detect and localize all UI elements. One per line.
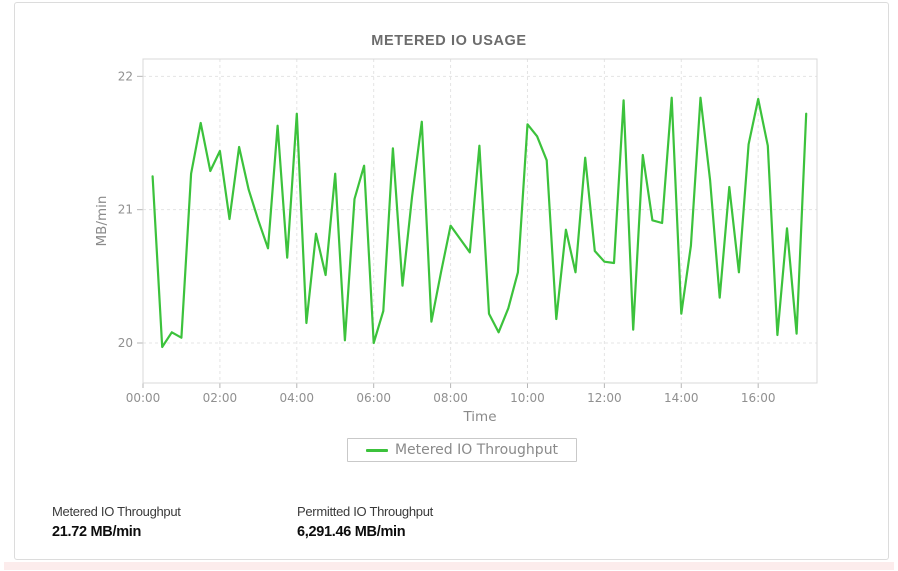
x-tick-label: 12:00 (587, 391, 622, 405)
x-tick-label: 02:00 (203, 391, 238, 405)
x-tick-label: 10:00 (510, 391, 545, 405)
x-axis-title: Time (462, 409, 496, 425)
axis-layer: 20 21 22 00:00 02:00 04:00 06:00 08:00 10:00 12:0… (118, 58, 818, 405)
legend-metered-io-throughput[interactable]: Metered IO Throughput (347, 438, 577, 462)
x-tick-label: 08:00 (433, 391, 468, 405)
stat-metered-io-throughput: Metered IO Throughput 21.72 MB/min (52, 504, 181, 541)
stat-label: Metered IO Throughput (52, 504, 181, 519)
stat-value: 6,291.46 MB/min (297, 523, 406, 540)
plot-border (142, 58, 818, 384)
x-tick-label: 14:00 (664, 391, 699, 405)
y-tick-label: 22 (118, 69, 133, 83)
bottom-accent-strip (4, 562, 894, 570)
series-layer (151, 96, 808, 349)
grid-layer (143, 59, 817, 383)
x-tick-label: 16:00 (741, 391, 776, 405)
x-tick-label: 04:00 (279, 391, 314, 405)
chart-title: METERED IO USAGE (371, 33, 527, 49)
x-tick-label: 00:00 (126, 391, 161, 405)
legend-line-icon (365, 448, 388, 452)
chart-line[interactable] (151, 96, 808, 349)
legend-label: Metered IO Throughput (394, 442, 559, 458)
y-axis-title: MB/min (94, 196, 110, 247)
stat-label: Permitted IO Throughput (297, 504, 433, 519)
stat-permitted-io-throughput: Permitted IO Throughput 6,291.46 MB/min (297, 504, 433, 541)
stat-value: 21.72 MB/min (52, 523, 142, 540)
x-tick-label: 06:00 (356, 391, 391, 405)
y-tick-label: 20 (118, 336, 133, 350)
chart-card (14, 2, 889, 560)
y-tick-label: 21 (118, 203, 133, 217)
